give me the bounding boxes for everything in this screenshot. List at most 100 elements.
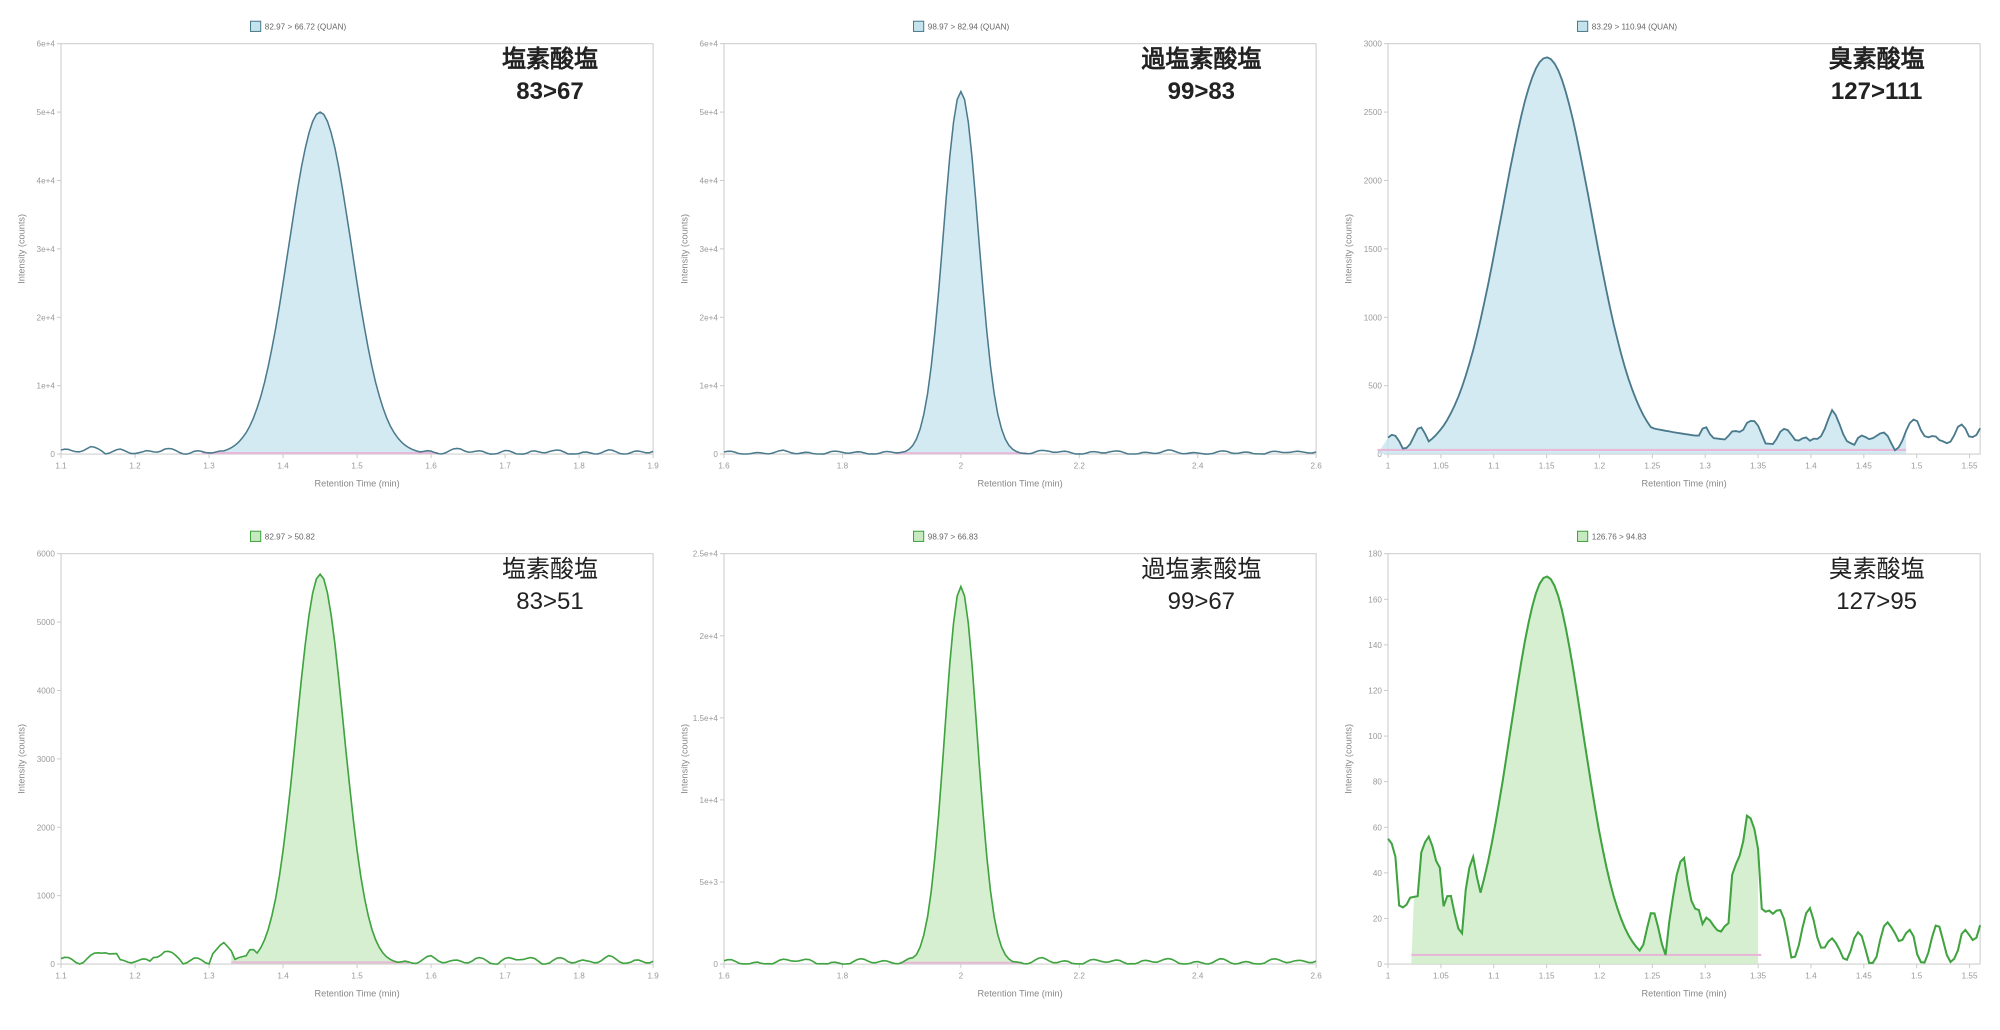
svg-text:1.5: 1.5 [351, 461, 363, 470]
chromatogram-chart: 01e+42e+43e+44e+45e+46e+41.61.822.22.42.… [673, 10, 1326, 500]
svg-text:1.5: 1.5 [1911, 461, 1923, 470]
svg-text:4000: 4000 [37, 687, 56, 696]
svg-text:1.8: 1.8 [573, 971, 585, 980]
legend-label: 82.97 > 66.72 (QUAN) [265, 22, 347, 31]
svg-text:1.1: 1.1 [1488, 461, 1500, 470]
svg-text:Retention Time (min): Retention Time (min) [1641, 989, 1726, 999]
svg-text:1.35: 1.35 [1750, 461, 1766, 470]
svg-text:1.2: 1.2 [129, 971, 141, 980]
svg-text:3000: 3000 [1363, 40, 1382, 49]
svg-text:1.8: 1.8 [837, 461, 849, 470]
svg-text:1.4: 1.4 [277, 461, 289, 470]
svg-text:2: 2 [959, 971, 964, 980]
svg-text:1.1: 1.1 [55, 461, 67, 470]
svg-text:0: 0 [50, 960, 55, 969]
peak-fill [202, 112, 439, 454]
svg-text:6e+4: 6e+4 [700, 40, 719, 49]
svg-text:Retention Time (min): Retention Time (min) [978, 479, 1063, 489]
svg-text:1.6: 1.6 [719, 461, 731, 470]
svg-text:6e+4: 6e+4 [37, 40, 56, 49]
svg-text:1.3: 1.3 [203, 971, 215, 980]
panel-bromate-quan: 05001000150020002500300011.051.11.151.21… [1337, 10, 1990, 500]
svg-text:1000: 1000 [37, 892, 56, 901]
panel-bromate-qual: 02040608010012014016018011.051.11.151.21… [1337, 520, 1990, 1010]
svg-text:1.3: 1.3 [1699, 971, 1711, 980]
legend-swatch-icon [251, 21, 261, 31]
svg-text:Retention Time (min): Retention Time (min) [315, 479, 400, 489]
svg-text:2500: 2500 [1363, 108, 1382, 117]
svg-text:5e+4: 5e+4 [700, 108, 719, 117]
svg-text:2.4: 2.4 [1192, 971, 1204, 980]
svg-text:100: 100 [1368, 732, 1382, 741]
svg-text:2.6: 2.6 [1311, 971, 1323, 980]
svg-text:1.3: 1.3 [1699, 461, 1711, 470]
svg-text:1.6: 1.6 [425, 461, 437, 470]
svg-text:1.4: 1.4 [277, 971, 289, 980]
svg-text:1.2: 1.2 [1593, 461, 1605, 470]
svg-text:1.1: 1.1 [1488, 971, 1500, 980]
svg-text:4e+4: 4e+4 [37, 177, 56, 186]
chromatogram-chart: 01e+42e+43e+44e+45e+46e+41.11.21.31.41.5… [10, 10, 663, 500]
svg-text:1.8: 1.8 [573, 461, 585, 470]
svg-text:1: 1 [1385, 461, 1390, 470]
legend-swatch-icon [914, 21, 924, 31]
svg-text:0: 0 [1377, 960, 1382, 969]
svg-text:2.4: 2.4 [1192, 461, 1204, 470]
svg-text:1.7: 1.7 [499, 461, 511, 470]
legend-swatch-icon [1577, 531, 1587, 541]
svg-text:1.55: 1.55 [1961, 461, 1977, 470]
svg-text:80: 80 [1372, 778, 1382, 787]
svg-text:1.6: 1.6 [719, 971, 731, 980]
chromatogram-chart: 01000200030004000500060001.11.21.31.41.5… [10, 520, 663, 1010]
svg-text:Intensity (counts): Intensity (counts) [680, 214, 690, 284]
peak-fill [895, 92, 1024, 454]
chromatogram-chart: 05e+31e+41.5e+42e+42.5e+41.61.822.22.42.… [673, 520, 1326, 1010]
svg-text:2000: 2000 [37, 823, 56, 832]
peak-fill [1377, 57, 1906, 454]
svg-text:1.15: 1.15 [1538, 461, 1554, 470]
svg-text:Intensity (counts): Intensity (counts) [680, 724, 690, 794]
legend-swatch-icon [251, 531, 261, 541]
svg-text:1.2: 1.2 [129, 461, 141, 470]
svg-text:1.3: 1.3 [203, 461, 215, 470]
panel-chlorate-qual: 01000200030004000500060001.11.21.31.41.5… [10, 520, 663, 1010]
svg-text:1.35: 1.35 [1750, 971, 1766, 980]
svg-text:2.2: 2.2 [1074, 971, 1086, 980]
legend-label: 82.97 > 50.82 [265, 532, 316, 541]
peak-fill [231, 574, 405, 964]
svg-text:1.15: 1.15 [1538, 971, 1554, 980]
svg-text:1e+4: 1e+4 [37, 382, 56, 391]
panel-chlorate-quan: 01e+42e+43e+44e+45e+46e+41.11.21.31.41.5… [10, 10, 663, 500]
svg-text:0: 0 [714, 960, 719, 969]
svg-text:1: 1 [1385, 971, 1390, 980]
svg-text:160: 160 [1368, 595, 1382, 604]
svg-text:1.4: 1.4 [1805, 461, 1817, 470]
svg-text:140: 140 [1368, 641, 1382, 650]
svg-text:6000: 6000 [37, 550, 56, 559]
legend-label: 98.97 > 82.94 (QUAN) [928, 22, 1010, 31]
svg-text:1.6: 1.6 [425, 971, 437, 980]
svg-text:1.05: 1.05 [1433, 971, 1449, 980]
svg-text:1.55: 1.55 [1961, 971, 1977, 980]
panel-perchlorate-qual: 05e+31e+41.5e+42e+42.5e+41.61.822.22.42.… [673, 520, 1326, 1010]
svg-text:Retention Time (min): Retention Time (min) [315, 989, 400, 999]
svg-text:2e+4: 2e+4 [700, 313, 719, 322]
svg-text:500: 500 [1368, 382, 1382, 391]
svg-text:3e+4: 3e+4 [700, 245, 719, 254]
svg-text:1e+4: 1e+4 [700, 796, 719, 805]
svg-text:0: 0 [714, 450, 719, 459]
svg-text:20: 20 [1372, 915, 1382, 924]
svg-text:2e+4: 2e+4 [37, 313, 56, 322]
svg-text:1e+4: 1e+4 [700, 382, 719, 391]
svg-text:5e+3: 5e+3 [700, 878, 719, 887]
chromatogram-chart: 02040608010012014016018011.051.11.151.21… [1337, 520, 1990, 1010]
chromatogram-trace [724, 587, 1316, 965]
chromatogram-trace [724, 92, 1316, 454]
peak-fill [900, 587, 1021, 965]
svg-text:1.9: 1.9 [647, 971, 659, 980]
svg-text:Retention Time (min): Retention Time (min) [978, 989, 1063, 999]
svg-text:1.5e+4: 1.5e+4 [693, 714, 719, 723]
svg-text:3000: 3000 [37, 755, 56, 764]
chart-grid: 0 1e+4 2e+4 3e+4 4e+4 5e+4 6e+4 1.1 1.2 1.3 1.4 1.5… [10, 10, 1990, 1010]
svg-text:120: 120 [1368, 687, 1382, 696]
